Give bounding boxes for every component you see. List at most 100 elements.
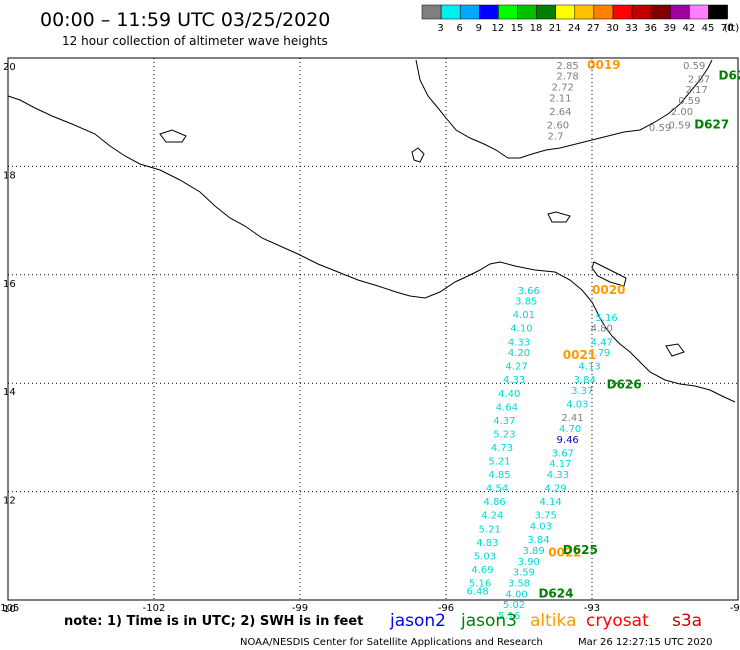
color-scale-swatch	[593, 4, 614, 20]
wave-height-value: 4.03	[566, 400, 588, 411]
wave-height-value: 4.29	[544, 484, 566, 495]
color-scale-label: 15	[511, 23, 524, 34]
color-scale-label: 36	[644, 23, 657, 34]
color-scale-swatch	[459, 4, 480, 20]
satellite-legend-item: cryosat	[586, 611, 649, 631]
map-border	[7, 57, 739, 601]
wave-height-value: 4.27	[505, 362, 527, 373]
wave-height-value: 3.85	[515, 297, 537, 308]
color-scale-label: 70	[721, 23, 734, 34]
lake-shape-2	[159, 129, 187, 143]
wave-height-value: 3.58	[508, 578, 530, 589]
wave-height-value: 0.59	[678, 96, 700, 107]
wave-height-value: 4.85	[488, 470, 510, 481]
color-scale-label: 24	[568, 23, 581, 34]
color-scale-swatch	[708, 4, 728, 20]
wave-height-value: 2.85	[557, 61, 579, 72]
satellite-legend-item: altika	[530, 611, 577, 631]
color-scale-legend: 3 6 9 12 15 18 21 24 27 30 33 36 39 42 45 70(ft)	[421, 4, 739, 34]
wave-height-value: 4.01	[513, 310, 535, 321]
wave-height-value: 4.69	[471, 565, 493, 576]
page-subtitle: 12 hour collection of altimeter wave hei…	[62, 34, 328, 48]
island-shape	[547, 211, 571, 223]
color-scale-label: 18	[530, 23, 543, 34]
pass-label: 0021	[563, 348, 596, 362]
wave-height-value: 5.16	[469, 578, 491, 589]
color-scale-swatch	[440, 4, 461, 20]
wave-height-value: 2.64	[549, 107, 571, 118]
color-scale-swatch	[650, 4, 671, 20]
color-scale-swatch	[670, 4, 690, 20]
wave-height-value: 3.84	[574, 375, 596, 386]
x-tick-label: -102	[143, 603, 166, 614]
wave-height-value: 4.86	[484, 497, 506, 508]
wave-height-value: 4.17	[549, 459, 571, 470]
wave-height-value: 4.10	[510, 324, 532, 335]
wave-height-value: 5.03	[474, 551, 496, 562]
wave-height-value: 4.37	[493, 416, 515, 427]
wave-height-value: 0.59	[668, 120, 690, 131]
pass-label: D624	[538, 586, 573, 600]
wave-height-value: 6.48	[467, 587, 489, 598]
color-scale-label: 39	[663, 23, 676, 34]
color-scale-label: 12	[491, 23, 504, 34]
satellite-legend-item: s3a	[672, 611, 702, 631]
color-scale-swatch	[631, 4, 652, 20]
units-note: note: 1) Time is in UTC; 2) SWH is in fe…	[64, 614, 363, 629]
wave-height-value: 0.59	[649, 123, 671, 134]
altimeter-tracks: 2.852.782.722.112.642.602.70.592.872.170…	[467, 61, 711, 622]
wave-height-value: 4.83	[476, 538, 498, 549]
color-scale-label: 27	[587, 23, 600, 34]
x-tick-label: -96	[438, 603, 454, 614]
y-tick-label: 16	[3, 279, 16, 290]
color-scale-unit: (ft)	[724, 23, 739, 34]
color-scale-swatch	[574, 4, 595, 20]
wave-height-value: 4.40	[498, 389, 520, 400]
wave-height-value: 4.24	[481, 511, 503, 522]
color-scale-swatch	[612, 4, 633, 20]
coastline	[7, 59, 736, 403]
wave-height-value: 4.47	[591, 337, 613, 348]
color-scale-label: 3	[437, 23, 443, 34]
wave-height-value: 4.70	[559, 424, 581, 435]
wave-height-value: 2.17	[686, 85, 708, 96]
color-scale-swatch	[498, 4, 518, 20]
wave-height-value: 3.37	[571, 386, 593, 397]
wave-height-value: 5.23	[493, 429, 515, 440]
satellite-legend-item: jason2	[389, 611, 446, 631]
color-scale-label: 6	[456, 23, 462, 34]
pass-label: D62	[719, 69, 740, 83]
wave-height-value: 4.03	[530, 522, 552, 533]
color-scale-swatch	[536, 4, 556, 20]
pass-label: 0022	[548, 546, 581, 560]
wave-height-value: 4.33	[547, 470, 569, 481]
wave-height-value: 4.14	[540, 497, 562, 508]
y-tick-label: 14	[3, 387, 16, 398]
y-tick-label: 20	[3, 62, 16, 73]
wave-height-value: 3.89	[522, 546, 544, 557]
color-scale-swatch	[689, 4, 709, 20]
x-tick-label: -99	[292, 603, 308, 614]
credit-text: NOAA/NESDIS Center for Satellite Applica…	[240, 637, 543, 648]
lagoon-shape	[591, 261, 627, 287]
pass-label: 0020	[592, 283, 625, 297]
page-title: 00:00 – 11:59 UTC 03/25/2020	[40, 9, 330, 31]
pass-label: D625	[563, 543, 598, 557]
wave-height-value: 3.59	[513, 568, 535, 579]
lat-lon-grid	[7, 57, 739, 601]
pass-label: 0019	[587, 58, 620, 72]
satellite-legend-item: jason3	[460, 611, 517, 631]
satellite-legend: jason2 jason3 altika cryosat s3a	[389, 611, 702, 631]
y-tick-label: 18	[3, 170, 16, 181]
wave-height-value: 3.84	[527, 535, 549, 546]
wave-height-value: 3.75	[535, 511, 557, 522]
color-scale-label: 42	[682, 23, 695, 34]
y-tick-label: 10	[3, 604, 16, 615]
color-scale-swatch	[421, 4, 442, 20]
color-scale-label: 33	[625, 23, 638, 34]
color-scale-label: 21	[549, 23, 562, 34]
x-tick-label: -105	[0, 603, 19, 614]
pass-label: D627	[694, 117, 729, 131]
islet	[665, 343, 685, 357]
